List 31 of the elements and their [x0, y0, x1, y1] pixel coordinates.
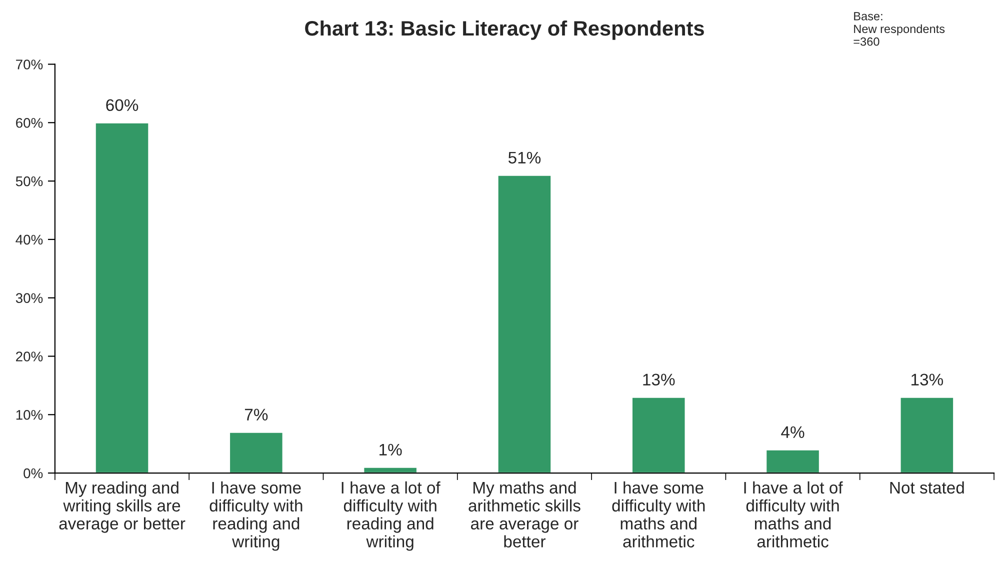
x-tick-label: My reading and writing skills are average or better: [59, 481, 186, 533]
x-tick-label: I have some difficulty with reading and writing: [210, 481, 302, 551]
data-label: 51%: [508, 152, 541, 164]
y-tick-label: 20%: [16, 352, 43, 362]
bar: [765, 448, 820, 474]
y-tick-label: 0%: [24, 468, 43, 478]
x-tick-label: I have some difficulty with maths and arithmetic: [612, 481, 705, 548]
data-label: 7%: [244, 408, 268, 420]
chart-title: Chart 13: Basic Literacy of Respondents: [305, 20, 704, 40]
bar: [899, 396, 954, 474]
y-tick-label: 70%: [16, 60, 43, 70]
y-tick-label: 30%: [16, 293, 43, 304]
bar: [362, 466, 418, 474]
data-label: 60%: [106, 99, 138, 112]
text: Base: New respondents =360: [854, 12, 945, 46]
x-tick-label: I have a lot of difficulty with maths and arithmetic: [744, 481, 843, 548]
data-label: 4%: [781, 426, 804, 438]
x-tick-label: Not stated: [890, 481, 964, 494]
x-tick-label: I have a lot of difficulty with reading and writing: [342, 481, 440, 551]
bar: [228, 431, 284, 474]
y-tick-label: 10%: [16, 410, 43, 420]
x-tick-label: My maths and arithmetic skills are average or better: [468, 481, 580, 548]
data-label: 13%: [912, 374, 944, 386]
data-label: 1%: [380, 444, 402, 456]
y-tick-label: 60%: [16, 118, 43, 128]
bar: [496, 174, 552, 474]
data-label: 13%: [643, 374, 675, 386]
y-tick-label: 40%: [16, 234, 43, 245]
y-tick-label: 50%: [16, 176, 43, 186]
bar: [631, 396, 686, 474]
bar: [94, 122, 150, 474]
